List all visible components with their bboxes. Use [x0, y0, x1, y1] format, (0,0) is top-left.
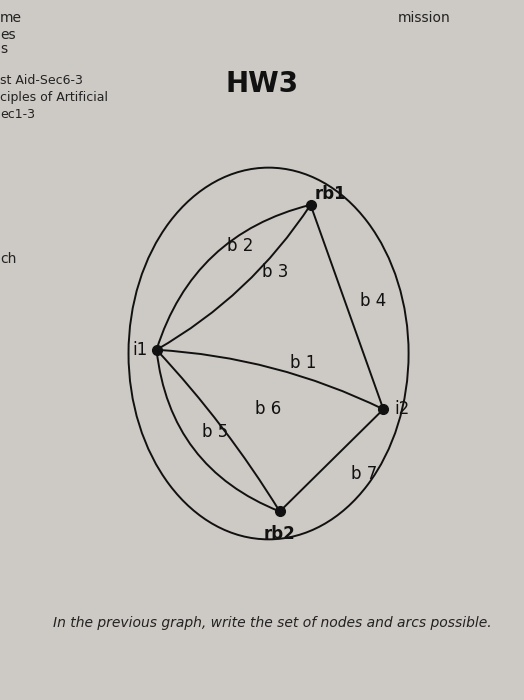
Text: b 6: b 6: [255, 400, 282, 419]
Text: ch: ch: [0, 252, 16, 266]
Text: rb1: rb1: [314, 185, 346, 203]
Text: mission: mission: [398, 10, 451, 25]
FancyArrowPatch shape: [157, 350, 280, 512]
Text: b 1: b 1: [290, 354, 316, 372]
Text: b 3: b 3: [263, 262, 289, 281]
FancyArrowPatch shape: [157, 350, 384, 410]
Text: In the previous graph, write the set of nodes and arcs possible.: In the previous graph, write the set of …: [53, 616, 492, 630]
Text: b 4: b 4: [361, 293, 387, 311]
Text: s: s: [0, 42, 7, 56]
FancyArrowPatch shape: [157, 350, 280, 512]
Text: HW3: HW3: [225, 70, 299, 98]
Text: ciples of Artificial: ciples of Artificial: [0, 91, 108, 104]
FancyArrowPatch shape: [280, 410, 384, 512]
Text: b 2: b 2: [227, 237, 254, 255]
FancyArrowPatch shape: [157, 205, 311, 350]
Text: b 7: b 7: [351, 466, 377, 483]
Text: i1: i1: [132, 341, 147, 359]
FancyArrowPatch shape: [311, 205, 384, 410]
FancyArrowPatch shape: [157, 205, 311, 350]
Text: st Aid-Sec6-3: st Aid-Sec6-3: [0, 74, 83, 87]
Text: i2: i2: [394, 400, 409, 419]
Text: rb2: rb2: [264, 525, 296, 542]
Text: me: me: [0, 10, 22, 25]
Text: es: es: [0, 28, 16, 42]
Text: ec1-3: ec1-3: [0, 108, 35, 122]
Text: b 5: b 5: [202, 423, 228, 440]
